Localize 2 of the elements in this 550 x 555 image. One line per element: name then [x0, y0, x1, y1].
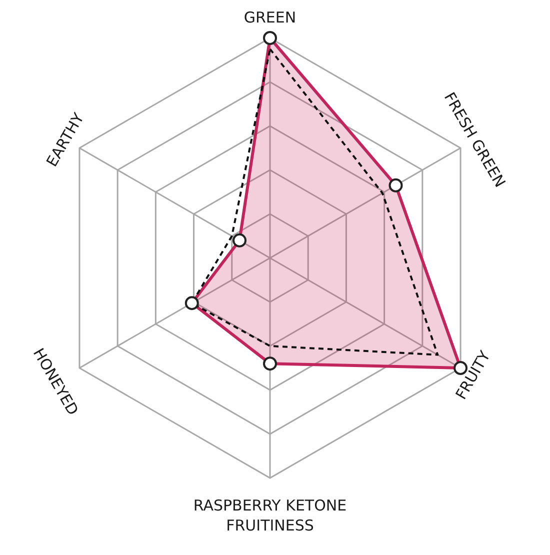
spoke-label: GREEN: [244, 8, 296, 27]
spoke-label: RASPBERRY KETONE FRUITINESS: [193, 496, 347, 535]
